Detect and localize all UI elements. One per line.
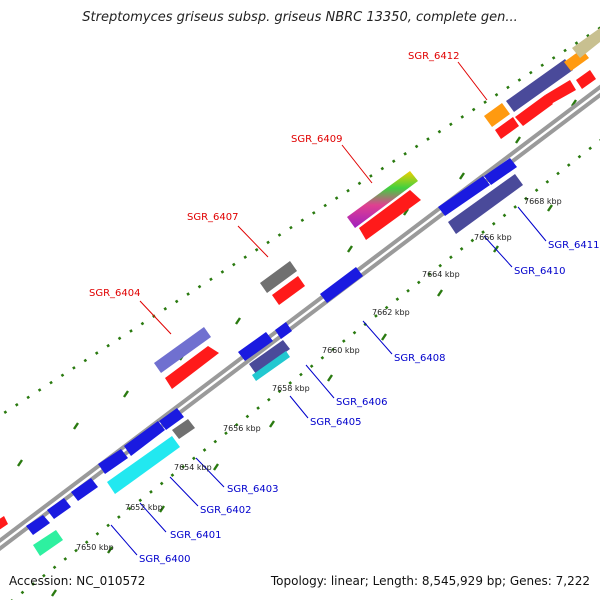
kbp-label: 7654 kbp bbox=[174, 463, 212, 472]
gene-arrow[interactable] bbox=[576, 70, 596, 89]
gene-arrow[interactable] bbox=[238, 332, 273, 361]
topology-text: Topology: linear; Length: 8,545,929 bp; … bbox=[270, 574, 590, 588]
gene-arrow[interactable] bbox=[159, 408, 184, 430]
gene-arrow[interactable] bbox=[545, 80, 576, 104]
gene-label-sgr-6409[interactable]: SGR_6409 bbox=[291, 134, 343, 145]
gene-block-gray[interactable] bbox=[260, 261, 297, 293]
gene-label-sgr-6410[interactable]: SGR_6410 bbox=[514, 266, 566, 277]
kbp-label: 7656 kbp bbox=[223, 424, 261, 433]
gene-block-slate[interactable] bbox=[448, 174, 523, 234]
gene-label-sgr-6411[interactable]: SGR_6411 bbox=[548, 240, 600, 251]
gene-arrow[interactable] bbox=[359, 190, 421, 240]
kbp-label: 7660 kbp bbox=[322, 346, 360, 355]
gene-block-cyan[interactable] bbox=[107, 436, 180, 494]
gene-label-sgr-6405[interactable]: SGR_6405 bbox=[310, 417, 362, 428]
gene-label-sgr-6400[interactable]: SGR_6400 bbox=[139, 554, 191, 565]
gene-arrow-gray[interactable] bbox=[172, 419, 195, 439]
gene-label-sgr-6401[interactable]: SGR_6401 bbox=[170, 530, 222, 541]
gene-arrow[interactable] bbox=[98, 449, 128, 474]
gene-arrow[interactable] bbox=[272, 276, 305, 305]
leader-lines bbox=[110, 61, 547, 556]
gene-arrow[interactable] bbox=[438, 176, 490, 216]
kbp-label: 7658 kbp bbox=[272, 384, 310, 393]
gene-label-sgr-6412[interactable]: SGR_6412 bbox=[408, 51, 460, 62]
gene-arrow[interactable] bbox=[71, 478, 98, 501]
gene-label-sgr-6408[interactable]: SGR_6408 bbox=[394, 353, 446, 364]
kbp-label: 7664 kbp bbox=[422, 270, 460, 279]
kbp-label: 7668 kbp bbox=[524, 197, 562, 206]
kbp-label: 7666 kbp bbox=[474, 233, 512, 242]
gene-arrow[interactable] bbox=[26, 515, 50, 535]
backbone-line-inner bbox=[0, 92, 600, 551]
gene-block-orange[interactable] bbox=[484, 103, 510, 127]
gene-block-slate[interactable] bbox=[249, 340, 290, 374]
gene-arrow[interactable] bbox=[495, 117, 519, 139]
gene-block-slate[interactable] bbox=[506, 59, 573, 112]
gene-block-cyan-thin[interactable] bbox=[252, 351, 290, 381]
gene-block-lavender[interactable] bbox=[154, 327, 211, 373]
gene-arrow[interactable] bbox=[47, 498, 71, 519]
gene-arrow[interactable] bbox=[484, 158, 517, 185]
gene-labels: SGR_6404 SGR_6407 SGR_6409 SGR_6412 SGR_… bbox=[89, 51, 600, 565]
gene-block-khaki[interactable] bbox=[572, 28, 600, 58]
gene-arrow[interactable] bbox=[165, 346, 219, 389]
reverse-strand-features bbox=[26, 158, 523, 556]
forward-strand-features bbox=[0, 28, 600, 530]
accession-text: Accession: NC_010572 bbox=[9, 574, 146, 588]
kbp-label: 7650 kbp bbox=[76, 543, 114, 552]
gene-block-rainbow[interactable] bbox=[347, 171, 418, 228]
gene-arrow[interactable] bbox=[515, 95, 553, 126]
gene-label-sgr-6407[interactable]: SGR_6407 bbox=[187, 212, 239, 223]
gene-label-sgr-6402[interactable]: SGR_6402 bbox=[200, 505, 252, 516]
gene-label-sgr-6403[interactable]: SGR_6403 bbox=[227, 484, 279, 495]
gene-block-mint[interactable] bbox=[33, 530, 63, 556]
backbone-line-outer bbox=[0, 84, 600, 543]
dotted-line-upper bbox=[0, 26, 600, 418]
genome-backbone bbox=[0, 84, 600, 551]
kbp-label: 7662 kbp bbox=[372, 308, 410, 317]
gene-arrow[interactable] bbox=[0, 516, 8, 530]
gene-label-sgr-6406[interactable]: SGR_6406 bbox=[336, 397, 388, 408]
gene-arrow[interactable] bbox=[275, 322, 292, 339]
gene-arrow[interactable] bbox=[124, 421, 165, 456]
dotted-line-lower bbox=[10, 138, 600, 600]
position-labels: 7650 kbp 7652 kbp 7654 kbp 7656 kbp 7658… bbox=[76, 197, 562, 552]
map-title: Streptomyces griseus subsp. griseus NBRC… bbox=[82, 10, 518, 25]
gene-label-sgr-6404[interactable]: SGR_6404 bbox=[89, 288, 141, 299]
gene-arrow[interactable] bbox=[320, 267, 363, 303]
kbp-label: 7652 kbp bbox=[125, 503, 163, 512]
